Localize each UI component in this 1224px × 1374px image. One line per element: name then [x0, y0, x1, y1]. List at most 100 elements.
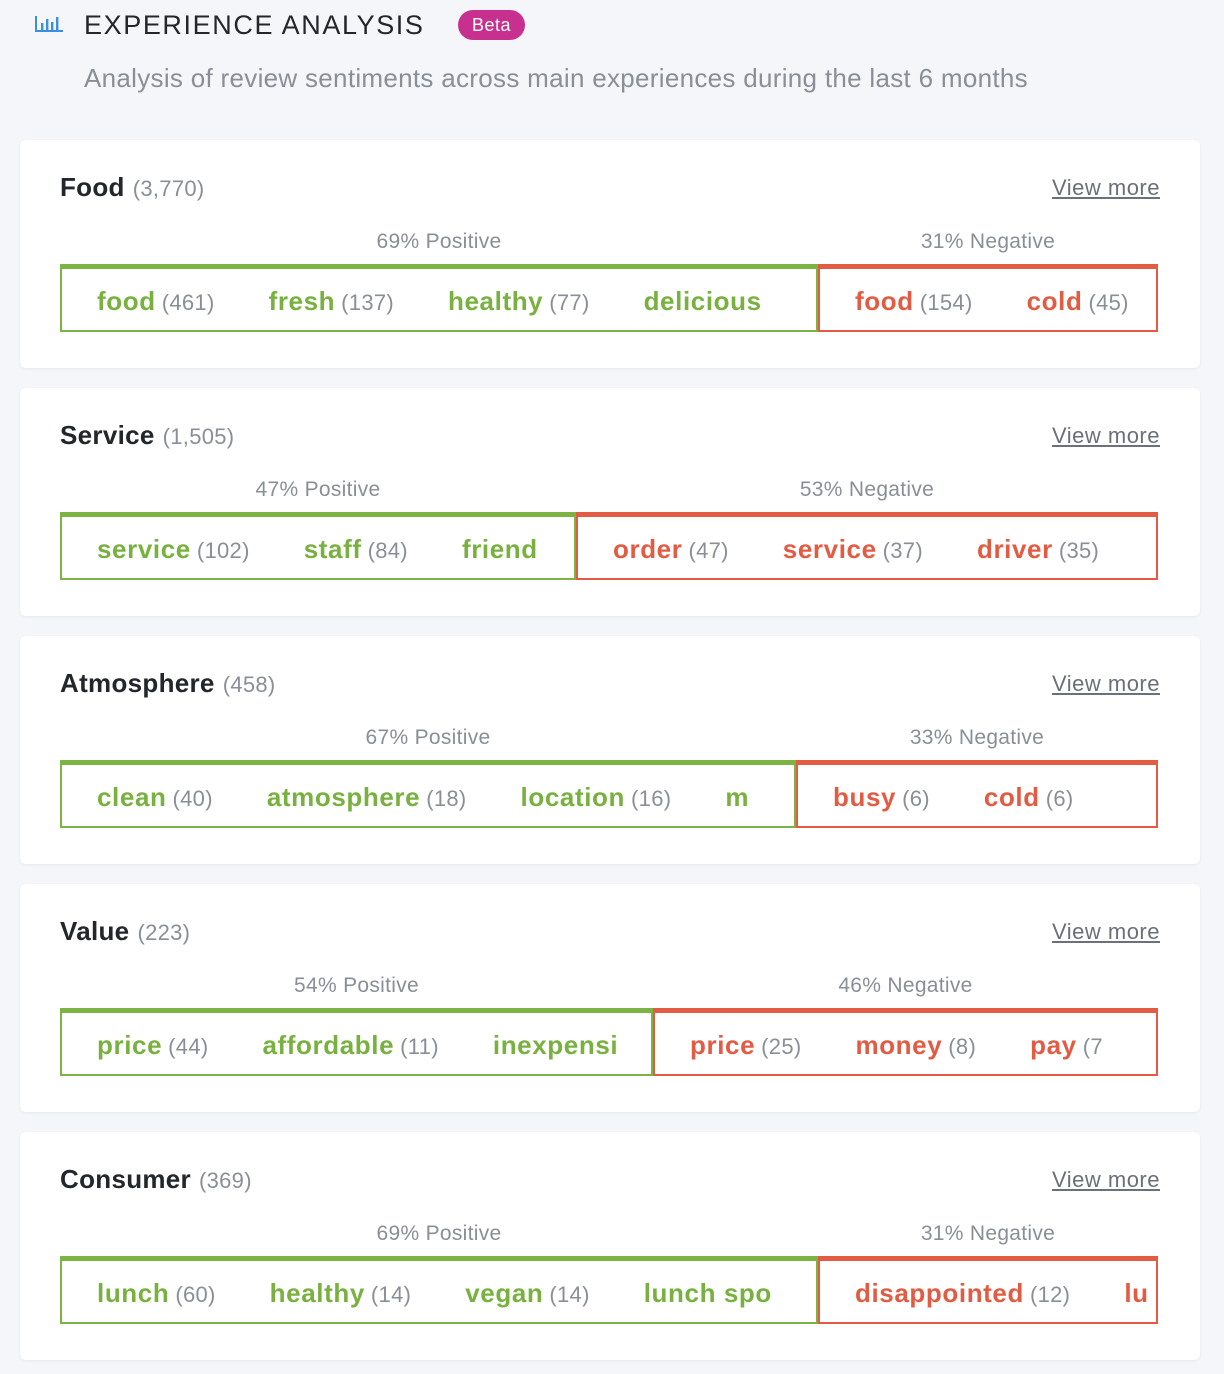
- keyword-text: fresh: [268, 286, 336, 316]
- keyword-count: (16): [631, 786, 672, 811]
- negative-sentiment-bar: disappointed (12) lu: [818, 1256, 1158, 1324]
- positive-keyword-chip[interactable]: food (461): [97, 281, 215, 323]
- experience-card-value: Value (223) View more 54% Positive 46% Negat…: [20, 884, 1200, 1112]
- keyword-count: (6): [1045, 786, 1074, 811]
- keyword-text: food: [855, 286, 914, 316]
- keyword-text: food: [97, 286, 156, 316]
- positive-keyword-list: lunch (60) healthy (14) vegan (14) lunch spo: [97, 1273, 816, 1315]
- negative-percent-label: 31% Negative: [920, 1222, 1056, 1245]
- positive-keyword-chip[interactable]: vegan (14): [465, 1273, 589, 1315]
- keyword-count: (18): [426, 786, 467, 811]
- experience-title: Atmosphere (458): [60, 666, 276, 702]
- positive-sentiment-bar: price (44) affordable (11) inexpensi: [60, 1008, 653, 1076]
- experience-title: Value (223): [60, 914, 190, 950]
- negative-percent-label: 33% Negative: [909, 726, 1045, 749]
- experience-name: Consumer: [60, 1164, 191, 1194]
- keyword-count: (14): [549, 1282, 590, 1307]
- positive-percent-label: 54% Positive: [294, 974, 419, 997]
- view-more-link[interactable]: View more: [1051, 919, 1160, 944]
- positive-keyword-list: clean (40) atmosphere (18) location (16) m: [97, 777, 794, 819]
- keyword-text: price: [690, 1030, 756, 1060]
- positive-keyword-chip[interactable]: inexpensi: [493, 1025, 618, 1065]
- keyword-count: (8): [948, 1034, 977, 1059]
- positive-keyword-chip[interactable]: price (44): [97, 1025, 208, 1067]
- keyword-text: lunch: [97, 1278, 170, 1308]
- experience-card-service: Service (1,505) View more 47% Positive 53% N…: [20, 388, 1200, 616]
- negative-keyword-chip[interactable]: cold (45): [1027, 281, 1129, 323]
- keyword-count: (461): [161, 290, 215, 315]
- keyword-count: (11): [400, 1034, 439, 1059]
- keyword-text: clean: [97, 782, 167, 812]
- keyword-text: staff: [303, 534, 362, 564]
- negative-keyword-chip[interactable]: cold (6): [984, 777, 1074, 819]
- page-title: EXPERIENCE ANALYSIS: [84, 10, 425, 40]
- positive-keyword-chip[interactable]: lunch spo: [644, 1273, 772, 1313]
- keyword-count: (6): [902, 786, 930, 811]
- positive-keyword-chip[interactable]: m: [725, 777, 749, 817]
- keyword-text: disappointed: [855, 1278, 1024, 1308]
- experience-count: (3,770): [132, 176, 205, 201]
- keyword-count: (7: [1082, 1034, 1103, 1059]
- negative-keyword-chip[interactable]: price (25): [690, 1025, 801, 1067]
- experience-name: Value: [60, 916, 130, 946]
- negative-sentiment-bar: busy (6) cold (6): [796, 760, 1158, 828]
- negative-keyword-chip[interactable]: lu: [1124, 1273, 1148, 1313]
- positive-keyword-chip[interactable]: clean (40): [97, 777, 213, 819]
- experience-card-consumer: Consumer (369) View more 69% Positive 31% Ne…: [20, 1132, 1200, 1360]
- positive-sentiment-bar: clean (40) atmosphere (18) location (16) m: [60, 760, 796, 828]
- positive-keyword-chip[interactable]: staff (84): [304, 529, 408, 571]
- view-more-link[interactable]: View more: [1051, 671, 1160, 696]
- negative-keyword-chip[interactable]: pay (7: [1030, 1025, 1103, 1067]
- view-more-link[interactable]: View more: [1051, 1167, 1160, 1192]
- positive-keyword-chip[interactable]: location (16): [521, 777, 672, 819]
- negative-keyword-chip[interactable]: service (37): [783, 529, 923, 571]
- keyword-text: service: [97, 534, 191, 564]
- keyword-text: busy: [833, 782, 897, 812]
- view-more-link[interactable]: View more: [1051, 423, 1160, 448]
- positive-keyword-chip[interactable]: healthy (77): [448, 281, 590, 323]
- positive-keyword-chip[interactable]: healthy (14): [270, 1273, 412, 1315]
- positive-keyword-chip[interactable]: delicious: [644, 281, 762, 321]
- negative-sentiment-bar: price (25) money (8) pay (7: [653, 1008, 1158, 1076]
- negative-keyword-chip[interactable]: driver (35): [977, 529, 1099, 571]
- keyword-text: money: [855, 1030, 943, 1060]
- keyword-text: service: [782, 534, 877, 564]
- experience-count: (223): [137, 920, 191, 945]
- keyword-text: inexpensi: [492, 1030, 619, 1060]
- keyword-count: (44): [168, 1034, 209, 1059]
- negative-keyword-chip[interactable]: disappointed (12): [855, 1273, 1070, 1315]
- negative-keyword-list: busy (6) cold (6): [833, 777, 1128, 819]
- keyword-text: cold: [1026, 286, 1083, 316]
- keyword-text: order: [613, 534, 683, 564]
- positive-keyword-chip[interactable]: friend: [462, 529, 538, 569]
- keyword-text: healthy: [269, 1278, 365, 1308]
- positive-keyword-list: service (102) staff (84) friend: [97, 529, 574, 571]
- experience-card-atmosphere: Atmosphere (458) View more 67% Positive 33% …: [20, 636, 1200, 864]
- keyword-count: (47): [688, 538, 729, 563]
- keyword-text: atmosphere: [266, 782, 421, 812]
- keyword-text: pay: [1030, 1030, 1077, 1060]
- bar-chart-icon: [35, 16, 63, 32]
- keyword-count: (84): [367, 538, 408, 563]
- negative-sentiment-bar: food (154) cold (45): [818, 264, 1158, 332]
- negative-keyword-chip[interactable]: money (8): [855, 1025, 976, 1067]
- keyword-text: lu: [1124, 1278, 1149, 1308]
- keyword-text: healthy: [448, 286, 544, 316]
- experience-title: Food (3,770): [60, 170, 205, 206]
- keyword-text: driver: [976, 534, 1053, 564]
- keyword-count: (40): [172, 786, 213, 811]
- positive-keyword-chip[interactable]: fresh (137): [269, 281, 394, 323]
- negative-keyword-chip[interactable]: busy (6): [833, 777, 930, 819]
- positive-keyword-list: food (461) fresh (137) healthy (77) delicious: [97, 281, 816, 323]
- negative-keyword-chip[interactable]: order (47): [613, 529, 729, 571]
- negative-percent-label: 46% Negative: [838, 974, 973, 997]
- positive-keyword-chip[interactable]: atmosphere (18): [267, 777, 467, 819]
- view-more-link[interactable]: View more: [1051, 175, 1160, 200]
- positive-keyword-chip[interactable]: service (102): [97, 529, 250, 571]
- experience-count: (369): [198, 1168, 252, 1193]
- positive-keyword-chip[interactable]: affordable (11): [262, 1025, 438, 1067]
- positive-percent-label: 47% Positive: [255, 478, 381, 501]
- negative-percent-label: 53% Negative: [799, 478, 935, 501]
- positive-keyword-chip[interactable]: lunch (60): [97, 1273, 216, 1315]
- negative-keyword-chip[interactable]: food (154): [855, 281, 973, 323]
